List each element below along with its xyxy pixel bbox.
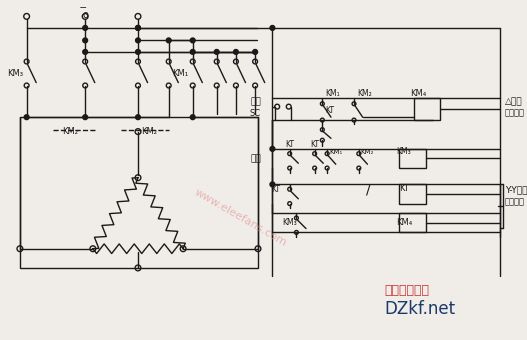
- Text: 高速: 高速: [250, 154, 261, 163]
- Text: KT: KT: [399, 184, 409, 193]
- Text: KT: KT: [310, 140, 319, 149]
- Text: /: /: [366, 182, 370, 196]
- Text: Y-Y联结: Y-Y联结: [505, 186, 527, 195]
- Circle shape: [214, 50, 219, 54]
- Text: （高速）: （高速）: [505, 197, 525, 206]
- Text: KM₃: KM₃: [396, 147, 411, 156]
- Circle shape: [83, 26, 87, 30]
- Circle shape: [135, 26, 140, 30]
- Circle shape: [135, 26, 140, 30]
- Text: KM₂: KM₂: [62, 127, 78, 136]
- Circle shape: [270, 26, 275, 30]
- Circle shape: [233, 50, 238, 54]
- Circle shape: [83, 50, 87, 54]
- Circle shape: [135, 50, 140, 54]
- Bar: [414, 98, 441, 120]
- Text: KM₂: KM₂: [360, 149, 374, 155]
- Text: KM₄: KM₄: [396, 218, 412, 227]
- Text: KT: KT: [325, 106, 334, 115]
- Circle shape: [167, 38, 171, 43]
- Bar: [399, 184, 426, 204]
- Text: KM₁: KM₁: [325, 89, 340, 98]
- Text: 低速: 低速: [250, 97, 261, 106]
- Text: KM₂: KM₂: [357, 89, 372, 98]
- Circle shape: [83, 115, 87, 120]
- Bar: [399, 213, 426, 233]
- Text: KM₃: KM₃: [282, 218, 297, 227]
- Text: KM₄: KM₄: [410, 89, 426, 98]
- Circle shape: [190, 115, 195, 120]
- Text: 电子开发社区: 电子开发社区: [385, 284, 430, 296]
- Bar: [20, 117, 258, 268]
- Circle shape: [190, 38, 195, 43]
- Text: （低速）: （低速）: [505, 109, 525, 118]
- Text: KT: KT: [285, 140, 294, 149]
- Circle shape: [270, 147, 275, 151]
- Text: www.eleefans.com: www.eleefans.com: [193, 187, 289, 249]
- Text: DZkf.net: DZkf.net: [385, 300, 456, 318]
- Text: KM₂: KM₂: [142, 127, 158, 136]
- Text: KM₃: KM₃: [7, 69, 23, 78]
- Text: SC: SC: [250, 109, 261, 118]
- Text: KT: KT: [271, 185, 280, 194]
- Circle shape: [24, 115, 29, 120]
- Text: △联结: △联结: [505, 97, 522, 106]
- Text: KM₁: KM₁: [329, 149, 343, 155]
- Text: KM₁: KM₁: [172, 69, 188, 79]
- Text: o: o: [82, 11, 88, 20]
- Circle shape: [135, 115, 140, 120]
- Circle shape: [253, 50, 258, 54]
- Circle shape: [190, 50, 195, 54]
- Circle shape: [270, 182, 275, 187]
- Circle shape: [135, 38, 140, 43]
- Circle shape: [83, 38, 87, 43]
- Bar: [399, 149, 426, 168]
